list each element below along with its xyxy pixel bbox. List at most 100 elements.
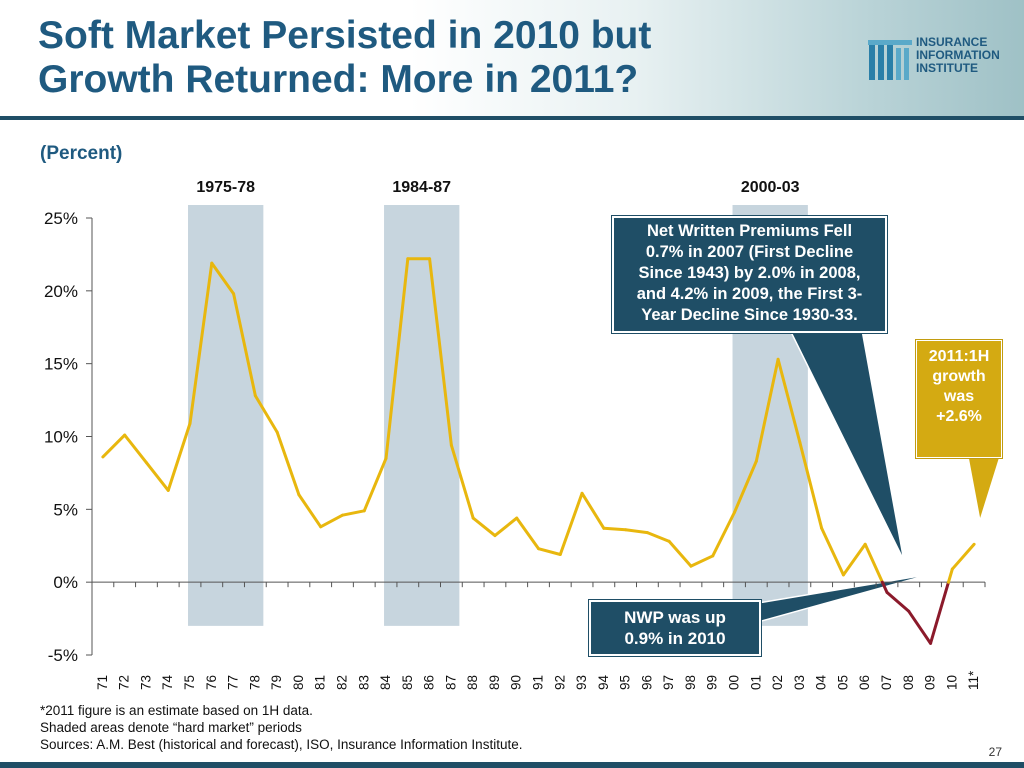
y-tick-label: 15%: [44, 355, 78, 374]
y-tick-label: 25%: [44, 209, 78, 228]
callout-nwp-decline-line-4: and 4.2% in 2009, the First 3-: [636, 285, 863, 303]
series-segment: [275, 430, 301, 497]
callout-2011-line-4: +2.6%: [936, 408, 982, 425]
series-segment: [711, 510, 737, 558]
series-segment: [537, 547, 562, 556]
logo-line-2: INFORMATION: [916, 48, 1000, 62]
x-tick-label: 98: [683, 675, 698, 690]
x-tick-label: 88: [465, 675, 480, 690]
x-tick-label: 72: [117, 675, 132, 690]
series-segment: [841, 542, 867, 577]
series-segment: [101, 433, 127, 459]
callout-nwp-decline-line-2: 0.7% in 2007 (First Decline: [645, 243, 854, 261]
slide-title: Soft Market Persisted in 2010 but Growth…: [38, 14, 798, 102]
x-tick-label: 06: [857, 675, 872, 690]
x-tick-label: 82: [334, 675, 349, 690]
shaded-period-label: 2000-03: [741, 179, 800, 196]
callout-nwp-decline-line-5: Year Decline Since 1930-33.: [641, 306, 858, 324]
x-tick-label: 11*: [966, 670, 981, 690]
x-tick-label: 76: [204, 675, 219, 690]
series-segment: [798, 440, 824, 530]
callout-2011-growth: 2011:1H growth was +2.6%: [916, 340, 1002, 458]
x-tick-label: 86: [422, 675, 437, 690]
net-premium-growth-chart: 1975-78 1984-87 2000-03 -5% 0% 5% 10% 15% 20% 25%…: [44, 179, 1001, 690]
x-tick-label: 81: [313, 675, 328, 690]
title-line-2: Growth Returned: More in 2011?: [38, 58, 639, 101]
series-segment: [946, 567, 954, 584]
x-tick-label: 10: [944, 675, 959, 690]
series-segment: [362, 456, 388, 513]
x-tick-label: 02: [770, 675, 785, 690]
series-segment: [210, 261, 236, 296]
series-segment: [232, 292, 257, 398]
x-tick-label: 00: [727, 675, 742, 690]
footnotes: *2011 figure is an estimate based on 1H …: [40, 702, 522, 753]
x-tick-label: 94: [596, 674, 611, 690]
series-segment: [188, 261, 214, 425]
header-background: [0, 0, 1024, 118]
series-segment: [689, 554, 715, 568]
series-segment: [602, 526, 628, 532]
x-tick-label: 73: [138, 675, 153, 690]
series-segment: [880, 580, 889, 594]
series-segment: [319, 513, 344, 529]
x-tick-label: 74: [160, 674, 175, 690]
callout-nwp-decline-line-3: Since 1943) by 2.0% in 2008,: [638, 264, 861, 282]
x-tick-label: 83: [356, 675, 371, 690]
callout-2011-line-1: 2011:1H: [928, 348, 990, 365]
x-tick-label: 87: [443, 675, 458, 690]
footer-divider: [0, 762, 1024, 768]
iii-logo-icon: [868, 40, 912, 80]
hard-market-shade: [188, 205, 264, 626]
x-tick-label: 77: [226, 675, 241, 690]
y-tick-label: 20%: [44, 282, 78, 301]
chart-unit-label: (Percent): [40, 143, 123, 164]
footnote-sources: Sources: A.M. Best (historical and forec…: [40, 737, 523, 752]
logo-line-1: INSURANCE: [916, 35, 988, 49]
series-segment: [297, 493, 323, 529]
series-segment: [580, 491, 606, 530]
series-segment: [471, 516, 497, 538]
series-segment: [384, 257, 410, 460]
x-tick-label: 80: [291, 675, 306, 690]
x-tick-label: 08: [901, 675, 916, 690]
x-tick-label: 09: [923, 675, 938, 690]
callout-2011-pointer: [967, 455, 1001, 521]
series-segment: [428, 257, 453, 447]
page-number: 27: [988, 745, 1002, 759]
x-tick-label: 78: [247, 675, 262, 690]
callout-2010-line-1: NWP was up: [624, 608, 726, 627]
x-tick-label: 97: [661, 675, 676, 690]
series-segment: [624, 528, 649, 535]
series-segment: [515, 516, 540, 551]
x-tick-label: 95: [618, 675, 633, 690]
x-tick-label: 90: [509, 675, 524, 690]
footnote-shading: Shaded areas denote “hard market” period…: [40, 720, 302, 735]
callout-2010-line-2: 0.9% in 2010: [624, 629, 726, 648]
logo-line-3: INSTITUTE: [916, 61, 978, 75]
x-tick-label: 99: [705, 675, 720, 690]
series-segment: [950, 542, 976, 571]
series-segment: [754, 357, 780, 463]
x-tick-label: 96: [639, 675, 654, 690]
iii-logo: INSURANCE INFORMATION INSTITUTE: [868, 36, 1018, 94]
series-segment: [929, 580, 950, 645]
x-tick-label: 01: [748, 675, 763, 690]
x-tick-label: 75: [182, 675, 197, 690]
y-tick-label: 10%: [44, 428, 78, 447]
series-segment: [885, 590, 911, 613]
x-tick-label: 03: [792, 675, 807, 690]
header-divider: [0, 116, 1024, 120]
logo-wordmark: INSURANCE INFORMATION INSTITUTE: [916, 36, 1000, 75]
shaded-period-label: 1975-78: [196, 179, 255, 196]
series-segment: [733, 459, 758, 514]
callout-nwp-decline: Net Written Premiums Fell 0.7% in 2007 (…: [612, 216, 887, 333]
series-segment: [645, 531, 671, 543]
series-segment: [863, 542, 884, 584]
title-line-1: Soft Market Persisted in 2010 but: [38, 14, 652, 57]
x-tick-label: 07: [879, 675, 894, 690]
series-segment: [493, 516, 519, 538]
callout-nwp-decline-line-1: Net Written Premiums Fell: [646, 222, 853, 240]
x-tick-label: 71: [95, 675, 110, 690]
y-tick-label: 5%: [53, 500, 78, 519]
